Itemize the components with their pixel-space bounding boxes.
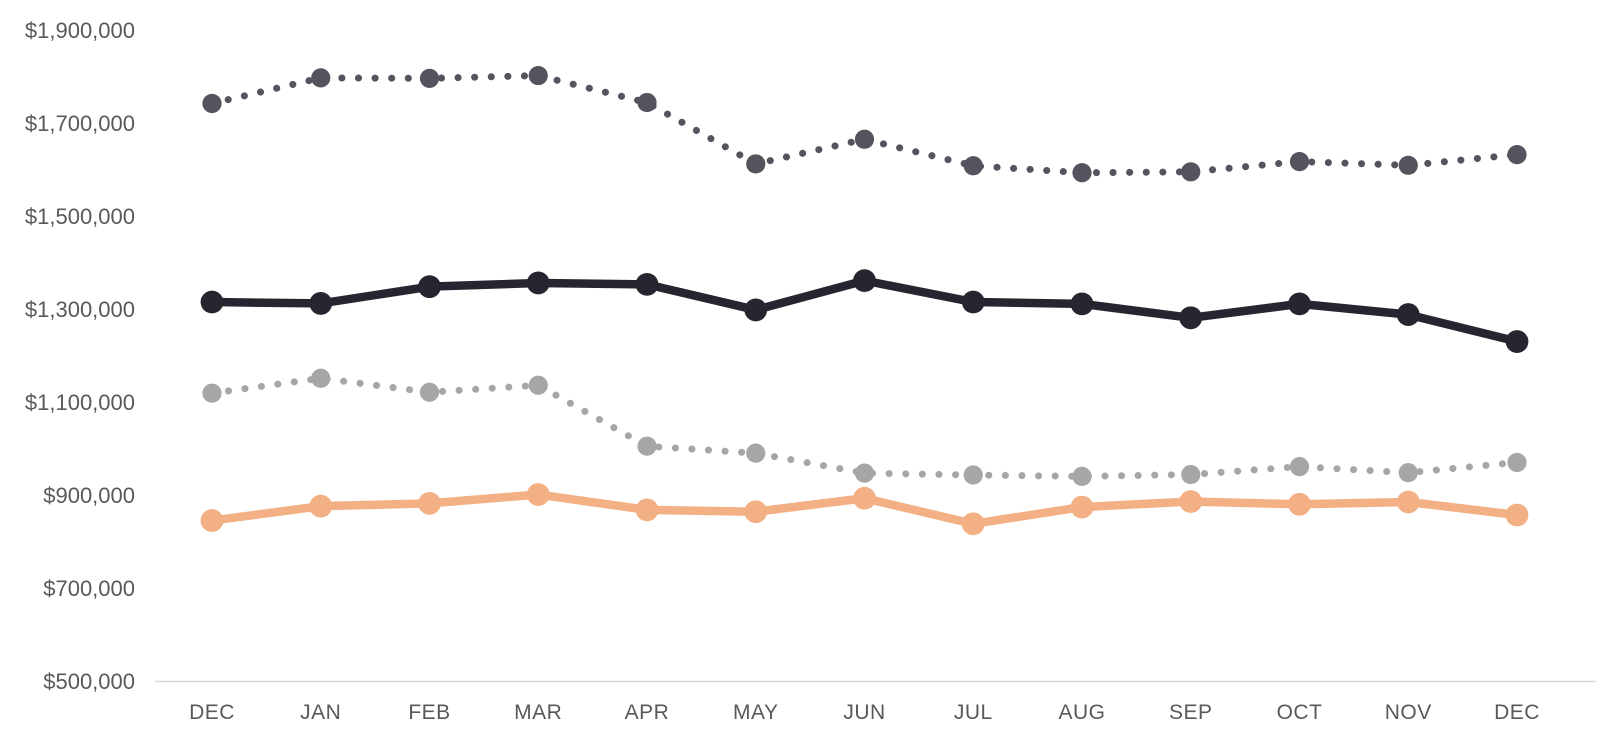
gray-dotted-series-marker: [202, 383, 222, 403]
black-solid-series: [200, 269, 1529, 353]
gray-dotted-series: [202, 368, 1527, 486]
x-axis-tick-label: SEP: [1169, 701, 1213, 724]
gray-dotted-series-marker: [746, 443, 766, 463]
y-axis-tick-label: $1,900,000: [25, 18, 135, 43]
gray-dotted-series-marker: [1398, 463, 1418, 483]
y-axis-tick-label: $1,100,000: [25, 390, 135, 415]
x-axis-tick-label: FEB: [408, 701, 450, 724]
gray-dotted-series-marker: [637, 436, 657, 456]
y-axis-tick-label: $1,300,000: [25, 297, 135, 322]
upper-dark-dotted-series-marker: [528, 65, 548, 86]
upper-dark-dotted-series-marker: [311, 68, 331, 88]
x-axis-tick-label: AUG: [1058, 701, 1105, 724]
gray-dotted-series-marker: [1181, 464, 1201, 485]
upper-dark-dotted-series-marker: [1398, 155, 1418, 175]
peach-solid-series-marker: [1505, 503, 1529, 527]
black-solid-series-marker: [635, 272, 659, 296]
gray-dotted-series-marker: [1072, 466, 1092, 486]
upper-dark-dotted-series-marker: [637, 92, 657, 113]
peach-solid-series-marker: [1179, 490, 1203, 513]
black-solid-series-marker: [309, 292, 333, 315]
y-axis-tick-label: $700,000: [43, 576, 135, 601]
peach-solid-series-marker: [1288, 492, 1311, 516]
peach-solid-series-marker: [1070, 495, 1094, 519]
peach-solid-series-marker: [744, 500, 768, 524]
peach-solid-series-marker: [853, 486, 876, 510]
x-axis-tick-label: APR: [625, 701, 670, 724]
peach-solid-series: [200, 483, 1529, 536]
gray-dotted-series-marker: [528, 375, 548, 395]
x-axis-tick-label: MAY: [733, 701, 778, 724]
y-axis-tick-label: $1,700,000: [25, 111, 135, 136]
upper-dark-dotted-series-marker: [1507, 145, 1527, 165]
gray-dotted-series-marker: [1289, 457, 1310, 477]
upper-dark-dotted-series-marker: [419, 68, 440, 88]
x-axis-tick-label: JAN: [300, 701, 341, 724]
gray-dotted-series-marker: [963, 465, 983, 485]
black-solid-series-marker: [1288, 292, 1311, 316]
black-solid-series-marker: [1179, 306, 1203, 330]
peach-solid-series-marker: [526, 483, 550, 506]
y-axis-tick-label: $900,000: [43, 483, 135, 508]
upper-dark-dotted-series-marker: [202, 93, 222, 114]
y-axis-tick-label: $500,000: [43, 669, 135, 694]
upper-dark-dotted-series-marker: [1072, 163, 1092, 183]
gray-dotted-series-line: [208, 374, 1521, 480]
upper-dark-dotted-series-line: [208, 72, 1521, 177]
gray-dotted-series-marker: [854, 463, 875, 483]
x-axis-tick-label: NOV: [1385, 701, 1432, 724]
peach-solid-series-marker: [1396, 490, 1420, 514]
black-solid-series-marker: [1070, 292, 1094, 316]
peach-solid-series-marker: [309, 494, 333, 518]
black-solid-series-marker: [200, 290, 224, 314]
x-axis-tick-label: MAR: [514, 701, 562, 724]
black-solid-series-marker: [1396, 303, 1420, 326]
gray-dotted-series-marker: [311, 368, 331, 388]
upper-dark-dotted-series-marker: [746, 154, 766, 174]
peach-solid-series-marker: [200, 509, 224, 532]
peach-solid-series-marker: [961, 512, 985, 536]
x-axis-tick-label: DEC: [1494, 701, 1540, 724]
black-solid-series-marker: [1505, 330, 1529, 353]
upper-dark-dotted-series-marker: [854, 129, 875, 149]
upper-dark-dotted-series: [202, 65, 1527, 183]
upper-dark-dotted-series-marker: [963, 156, 983, 176]
x-axis-tick-label: JUL: [954, 701, 993, 724]
x-axis-tick-label: OCT: [1277, 701, 1323, 724]
peach-solid-series-marker: [418, 491, 441, 515]
upper-dark-dotted-series-marker: [1181, 162, 1201, 182]
black-solid-series-marker: [418, 275, 441, 299]
x-axis-tick-label: JUN: [843, 701, 885, 724]
black-solid-series-marker: [744, 298, 768, 322]
black-solid-series-marker: [853, 269, 876, 293]
black-solid-series-marker: [961, 290, 985, 314]
x-axis-tick-label: DEC: [189, 701, 235, 724]
gray-dotted-series-marker: [419, 382, 440, 402]
black-solid-series-marker: [526, 271, 550, 295]
gray-dotted-series-marker: [1507, 452, 1527, 473]
y-axis-tick-label: $1,500,000: [25, 204, 135, 229]
upper-dark-dotted-series-marker: [1289, 151, 1310, 172]
peach-solid-series-marker: [635, 498, 659, 522]
